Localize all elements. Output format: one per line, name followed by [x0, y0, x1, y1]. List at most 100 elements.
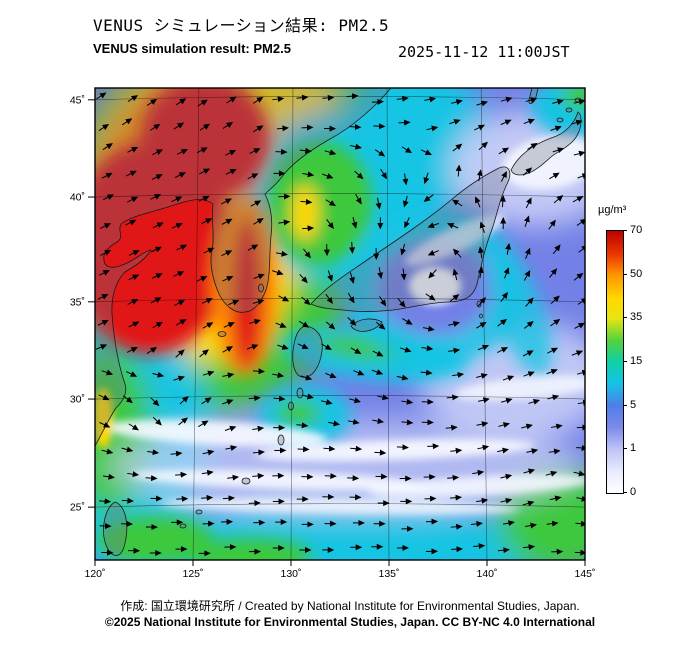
wind-arrow	[127, 95, 139, 103]
wind-arrow	[224, 425, 237, 432]
wind-arrow	[247, 244, 259, 251]
wind-arrow	[397, 298, 406, 308]
wind-arrow	[402, 318, 413, 325]
wind-arrow	[548, 448, 561, 455]
wind-arrow	[450, 447, 463, 454]
wind-arrow	[321, 343, 332, 350]
field-blob	[130, 469, 430, 491]
wind-arrow	[103, 194, 114, 201]
grid-meridian	[290, 88, 294, 560]
wind-arrow	[152, 222, 164, 229]
wind-arrow	[573, 470, 585, 477]
field-blob	[502, 136, 585, 190]
wind-arrow	[350, 143, 362, 150]
wind-arrow	[150, 246, 162, 253]
wind-arrow	[452, 143, 463, 152]
wind-arrow	[476, 421, 489, 428]
wind-arrow	[202, 449, 215, 456]
wind-arrow	[523, 118, 535, 125]
y-axis-tick-label: 45˚	[70, 94, 85, 106]
colorbar-gradient	[606, 230, 624, 494]
wind-arrow	[349, 272, 355, 284]
wind-arrow	[502, 520, 515, 527]
wind-arrow	[178, 417, 189, 426]
wind-arrow	[523, 270, 531, 281]
wind-arrow	[420, 149, 432, 156]
wind-arrow	[450, 494, 462, 501]
wind-arrow	[549, 172, 560, 180]
wind-arrow	[101, 172, 113, 179]
wind-arrow	[275, 148, 288, 155]
wind-arrow	[445, 424, 458, 431]
wind-arrow	[173, 375, 185, 382]
wind-arrow	[196, 147, 208, 154]
y-axis-tick-label: 30˚	[70, 394, 85, 406]
wind-arrow	[572, 195, 584, 203]
field-blob	[561, 88, 585, 110]
grid-meridian	[386, 88, 390, 560]
wind-arrow	[525, 97, 538, 103]
wind-arrow	[497, 318, 507, 327]
wind-arrow	[455, 164, 462, 177]
wind-arrow	[478, 141, 488, 151]
wind-arrow	[375, 197, 382, 210]
colorbar-tick-mark	[623, 361, 627, 362]
colorbar-tick-mark	[623, 273, 627, 275]
wind-arrow	[452, 268, 459, 281]
wind-arrow	[252, 472, 265, 479]
wind-arrow	[278, 295, 290, 302]
wind-arrow	[400, 268, 407, 281]
wind-arrow	[449, 119, 461, 125]
wind-arrow	[325, 372, 337, 379]
wind-arrow	[421, 345, 434, 352]
credit-line: 作成: 国立環境研究所 / Created by National Instit…	[120, 599, 580, 613]
wind-arrow	[128, 321, 140, 328]
wind-arrow	[400, 243, 407, 256]
wind-arrow	[377, 267, 384, 280]
wind-arrow	[523, 371, 535, 377]
wind-arrow	[222, 495, 235, 502]
wind-arrow	[272, 372, 285, 379]
wind-arrow	[299, 274, 308, 284]
wind-arrow	[173, 122, 185, 130]
wind-arrow	[577, 173, 585, 179]
colorbar-unit-label: µg/m³	[598, 204, 627, 216]
coast-hokkaido	[510, 111, 582, 176]
wind-arrow	[404, 217, 410, 229]
wind-arrow	[322, 94, 335, 101]
x-axis-tick-label: 145˚	[574, 568, 595, 580]
wind-arrow	[549, 495, 562, 502]
pm25-concentration-map: 45˚ 40˚ 35˚ 30˚ 25˚ 120˚ 125˚ 130˚ 135˚ 140˚ 145˚	[70, 87, 596, 580]
wind-arrow	[223, 322, 235, 328]
wind-arrow	[300, 198, 313, 205]
wind-vector-field	[95, 92, 585, 557]
wind-arrow	[379, 296, 387, 307]
wind-arrow	[102, 473, 115, 480]
wind-arrow	[347, 418, 360, 425]
wind-arrow	[478, 397, 490, 404]
island-miyako	[195, 509, 203, 515]
x-axis-tick-label: 135˚	[378, 568, 399, 580]
wind-arrow	[346, 93, 359, 100]
wind-arrow	[446, 394, 459, 401]
colorbar-tick-mark	[623, 492, 627, 493]
wind-arrow	[302, 225, 315, 232]
wind-arrow	[476, 100, 488, 107]
wind-arrow	[222, 121, 234, 129]
colorbar-tick-mark	[623, 404, 627, 406]
wind-arrow	[299, 147, 312, 154]
wind-arrow	[125, 219, 137, 226]
wind-arrow	[96, 92, 107, 100]
wind-arrow	[152, 321, 163, 329]
wind-arrow	[550, 125, 562, 132]
wind-arrow	[150, 397, 160, 407]
wind-arrow	[126, 371, 138, 377]
wind-arrow	[152, 416, 162, 426]
field-blob	[160, 497, 520, 515]
wind-arrow	[523, 468, 536, 475]
wind-arrow	[277, 344, 289, 350]
field-blob	[255, 438, 535, 462]
wind-arrow	[497, 447, 510, 454]
wind-arrow	[222, 276, 234, 282]
colorbar: µg/m³ 70 50 35 15 5 1 0	[596, 204, 700, 514]
